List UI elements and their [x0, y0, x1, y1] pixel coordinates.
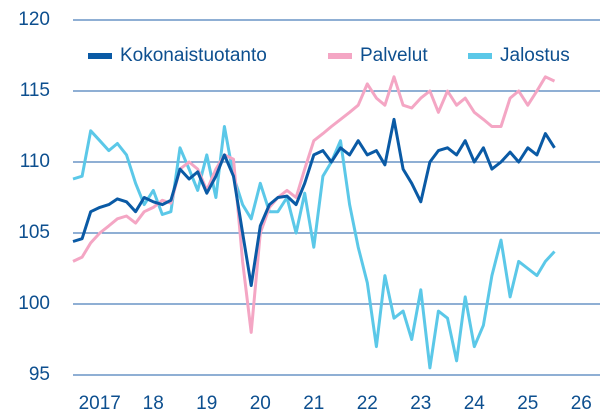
series-line — [72, 117, 556, 287]
x-tick-label: 20 — [250, 393, 271, 414]
x-tick-label: 26 — [571, 393, 592, 414]
legend-item: Kokonaistuotanto — [88, 45, 267, 66]
legend-item: Jalostus — [468, 45, 570, 66]
x-tick-label: 24 — [464, 393, 486, 414]
y-tick-label: 100 — [18, 293, 50, 314]
series-line — [72, 75, 556, 334]
legend-label: Jalostus — [500, 45, 570, 66]
legend-item: Palvelut — [328, 45, 428, 66]
x-tick-label: 21 — [303, 393, 324, 414]
legend-label: Palvelut — [360, 45, 428, 66]
x-tick-label: 2017 — [79, 393, 121, 414]
y-tick-label: 95 — [29, 364, 50, 385]
y-tick-label: 115 — [20, 80, 50, 101]
x-tick-label: 23 — [410, 393, 431, 414]
y-tick-label: 110 — [20, 151, 50, 172]
x-tick-label: 19 — [196, 393, 217, 414]
x-tick-label: 18 — [143, 393, 164, 414]
x-tick-label: 25 — [517, 393, 538, 414]
series-line — [72, 125, 556, 370]
x-tick-label: 22 — [357, 393, 378, 414]
y-tick-label: 105 — [18, 222, 50, 243]
legend-label: Kokonaistuotanto — [120, 45, 267, 66]
y-tick-label: 120 — [18, 9, 50, 30]
